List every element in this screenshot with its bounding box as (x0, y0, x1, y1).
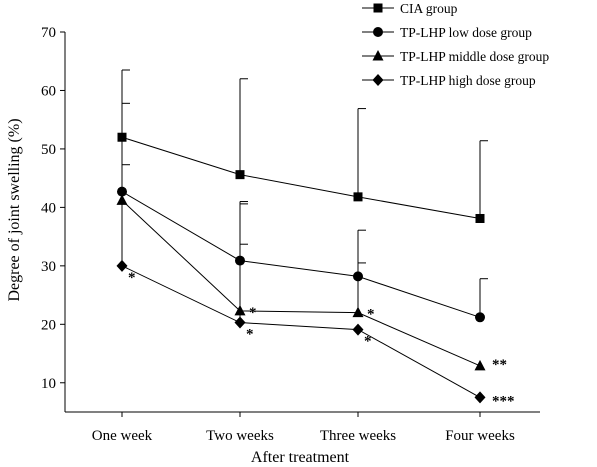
significance-label: * (128, 270, 136, 286)
data-point (117, 132, 127, 142)
data-point (475, 312, 485, 323)
legend-marker (373, 3, 383, 13)
significance-label: * (364, 334, 372, 350)
y-tick-label: 40 (41, 200, 56, 216)
data-point (235, 170, 245, 180)
significance-label: ** (492, 357, 507, 373)
data-point (474, 359, 486, 371)
y-tick-label: 20 (41, 317, 56, 333)
data-point (116, 259, 128, 272)
legend-label: TP-LHP middle dose group (400, 49, 549, 64)
series-lines (121, 136, 481, 398)
data-point (353, 192, 363, 202)
significance-label: * (367, 307, 375, 323)
series-markers (116, 132, 486, 404)
significance-labels: * ***** **** (128, 270, 515, 410)
x-tick-label: One week (92, 428, 153, 444)
data-point (352, 306, 364, 318)
legend-marker (372, 74, 384, 86)
data-point (352, 323, 364, 336)
data-point (353, 271, 363, 282)
legend-label: TP-LHP high dose group (400, 73, 536, 88)
data-point (117, 186, 127, 197)
y-tick-label: 60 (41, 83, 56, 99)
legend: CIA group TP-LHP low dose group TP-LHP mid… (362, 1, 549, 88)
x-tick-label: Two weeks (206, 428, 274, 444)
x-axis-title: After treatment (251, 449, 350, 466)
axes: 10 20 30 40 50 60 70 One week Two weeks Three wee… (41, 25, 540, 444)
y-tick-label: 50 (41, 142, 56, 158)
data-point (474, 391, 486, 404)
y-tick-label: 30 (41, 259, 56, 275)
x-tick-label: Four weeks (445, 428, 515, 444)
legend-label: TP-LHP low dose group (400, 25, 532, 40)
legend-label: CIA group (400, 1, 458, 16)
y-tick-label: 10 (41, 376, 56, 392)
data-point (234, 304, 246, 316)
data-point (116, 194, 128, 205)
series-line (121, 265, 481, 398)
y-tick-label: 70 (41, 25, 56, 41)
series-line (121, 191, 481, 318)
series-line (121, 136, 481, 219)
error-bars (121, 69, 488, 323)
x-tick-label: Three weeks (320, 428, 396, 444)
data-point (234, 316, 246, 329)
significance-label: * (249, 305, 257, 321)
y-axis-title: Degree of joint swelling (%) (6, 118, 23, 301)
series-line (121, 200, 481, 367)
data-point (235, 255, 245, 266)
data-point (475, 213, 485, 223)
legend-marker (372, 50, 384, 61)
legend-marker (373, 27, 383, 37)
significance-label: *** (492, 393, 515, 409)
significance-label: * (246, 327, 254, 343)
